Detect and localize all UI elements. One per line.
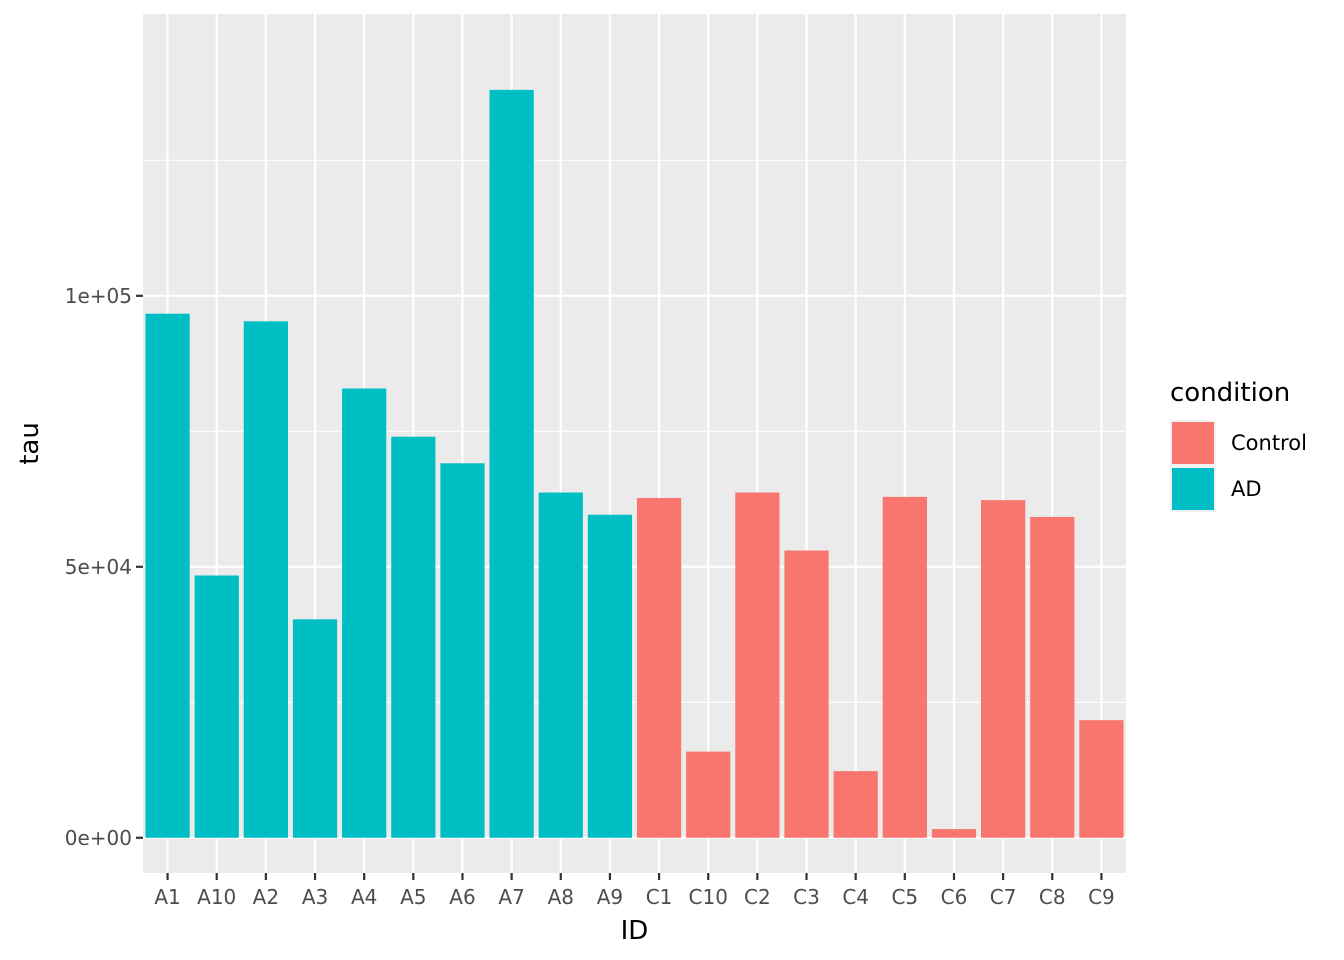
bar-A8 (538, 492, 583, 838)
legend-label-ad: AD (1231, 477, 1262, 501)
bar-C4 (833, 771, 878, 838)
x-tick-label: C7 (990, 885, 1017, 909)
legend-swatch-control (1172, 422, 1214, 464)
x-axis-title: ID (621, 916, 649, 946)
x-tick-label: A7 (498, 885, 524, 909)
x-tick-label: C4 (842, 885, 869, 909)
x-tick-label: A3 (302, 885, 328, 909)
bar-A3 (292, 619, 338, 838)
bar-A6 (440, 463, 485, 838)
y-tick-label: 1e+05 (65, 284, 132, 308)
bar-C10 (686, 751, 731, 838)
x-tick-label: C1 (646, 885, 673, 909)
bar-C7 (981, 500, 1026, 838)
x-tick-label: A8 (548, 885, 574, 909)
x-tick-label: C5 (891, 885, 918, 909)
bar-A7 (489, 89, 534, 838)
bar-A4 (342, 388, 387, 838)
x-tick-label: A2 (253, 885, 279, 909)
y-tick-label: 5e+04 (65, 555, 132, 579)
x-tick-label: A6 (449, 885, 475, 909)
legend-label-control: Control (1231, 431, 1307, 455)
x-tick-label: C10 (689, 885, 728, 909)
bars (145, 89, 1124, 838)
x-tick-label: C3 (793, 885, 820, 909)
bar-C2 (735, 492, 780, 838)
x-tick-label: C9 (1088, 885, 1115, 909)
y-axis: 0e+00 5e+04 1e+05 (65, 284, 143, 850)
x-axis: A1 A10 A2 A3 A4 A5 A6 A7 A8 A9 C1 C10 C2 C3 C4 C5 C6 C7 C8… (154, 873, 1115, 909)
bar-A2 (243, 321, 288, 838)
bar-A5 (391, 436, 436, 838)
bar-A9 (587, 514, 633, 838)
bar-C8 (1030, 516, 1075, 838)
y-tick-label: 0e+00 (65, 826, 132, 850)
bar-C9 (1079, 720, 1124, 838)
x-tick-label: C8 (1039, 885, 1066, 909)
bar-A1 (145, 313, 190, 838)
bar-A10 (194, 575, 239, 838)
bar-C5 (882, 496, 927, 838)
bar-C1 (636, 497, 682, 838)
legend: condition Control AD (1170, 378, 1307, 512)
legend-title: condition (1170, 378, 1290, 408)
x-tick-label: A10 (197, 885, 236, 909)
x-tick-label: A1 (154, 885, 180, 909)
legend-swatch-ad (1172, 468, 1214, 510)
x-tick-label: C6 (941, 885, 968, 909)
x-tick-label: A9 (597, 885, 623, 909)
bar-C6 (931, 829, 977, 838)
x-tick-label: C2 (744, 885, 771, 909)
x-tick-label: A5 (400, 885, 426, 909)
x-tick-label: A4 (351, 885, 377, 909)
bar-C3 (784, 550, 829, 838)
plot-panel (143, 14, 1126, 873)
y-axis-title: tau (15, 422, 45, 465)
